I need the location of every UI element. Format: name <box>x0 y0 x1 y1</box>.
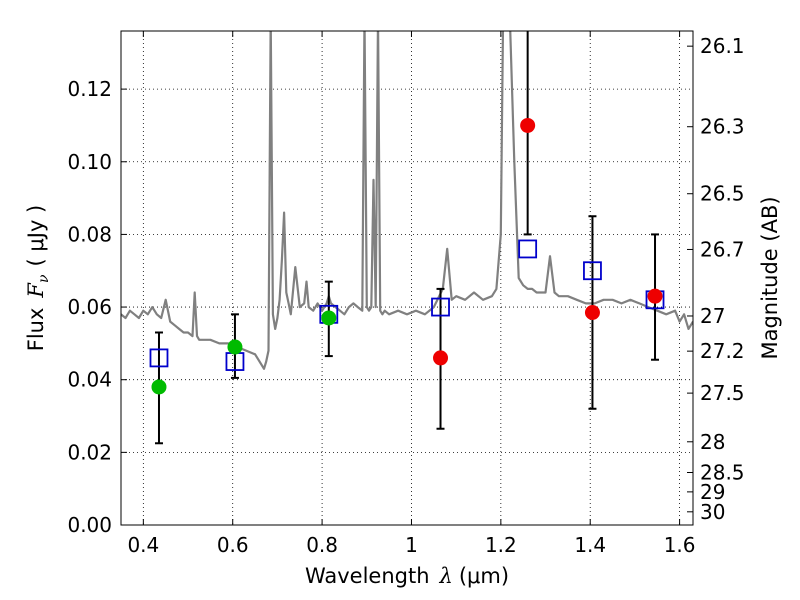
observed-point <box>321 310 337 326</box>
y-axis: 0.00 0.02 0.04 0.06 0.08 0.10 0.12 <box>67 77 127 537</box>
model-square-marker <box>431 297 450 317</box>
magnitude-tick-label: 28.5 <box>700 460 745 484</box>
magnitude-tick-label: 28 <box>700 430 725 454</box>
x-tick-label: 1.4 <box>574 533 606 557</box>
magnitude-tick-label: 27 <box>700 304 725 328</box>
magnitude-tick-label: 26.1 <box>700 34 745 58</box>
magnitude-tick-label: 26.3 <box>700 115 745 139</box>
model-square-marker <box>149 348 169 368</box>
x-tick-label: 1.6 <box>664 533 696 557</box>
plot-frame <box>120 30 694 526</box>
x-axis-label: Wavelength λ (μm) <box>305 564 509 588</box>
x-tick-label: 1 <box>405 533 418 557</box>
grid <box>121 31 693 525</box>
y-tick-label: 0.12 <box>67 77 112 101</box>
plot-area <box>121 31 693 445</box>
y-axis-label: FluxFν( μJy ) <box>24 205 52 351</box>
observed-point <box>647 288 663 304</box>
x-tick-label: 0.4 <box>127 533 159 557</box>
y-tick-label: 0.10 <box>67 150 112 174</box>
magnitude-tick-label: 27.5 <box>700 381 745 405</box>
model-square-marker <box>583 261 602 281</box>
observed-point <box>433 350 449 366</box>
spectrum-line <box>121 31 693 370</box>
observed-point <box>520 117 536 133</box>
y-tick-label: 0.00 <box>67 513 112 537</box>
y-tick-label: 0.04 <box>67 368 112 392</box>
x-tick-label: 1.2 <box>485 533 517 557</box>
magnitude-tick-label: 27.2 <box>700 339 745 363</box>
y-tick-label: 0.06 <box>67 295 112 319</box>
magnitude-tick-label: 26.7 <box>700 237 745 261</box>
y-tick-label: 0.08 <box>67 222 112 246</box>
magnitude-axis-label: Magnitude (AB) <box>758 196 782 359</box>
x-tick-label: 0.6 <box>217 533 249 557</box>
observed-point <box>227 339 243 355</box>
magnitude-tick-label: 29 <box>700 480 725 504</box>
y-tick-label: 0.02 <box>67 440 112 464</box>
model-square-marker <box>518 239 538 259</box>
x-tick-label: 0.8 <box>306 533 338 557</box>
magnitude-tick-label: 30 <box>700 500 725 524</box>
observed-point <box>151 379 167 395</box>
observed-point <box>584 305 600 321</box>
magnitude-tick-label: 26.5 <box>700 182 745 206</box>
x-axis: 0.4 0.6 0.8 1 1.2 1.4 1.6 <box>127 31 696 557</box>
